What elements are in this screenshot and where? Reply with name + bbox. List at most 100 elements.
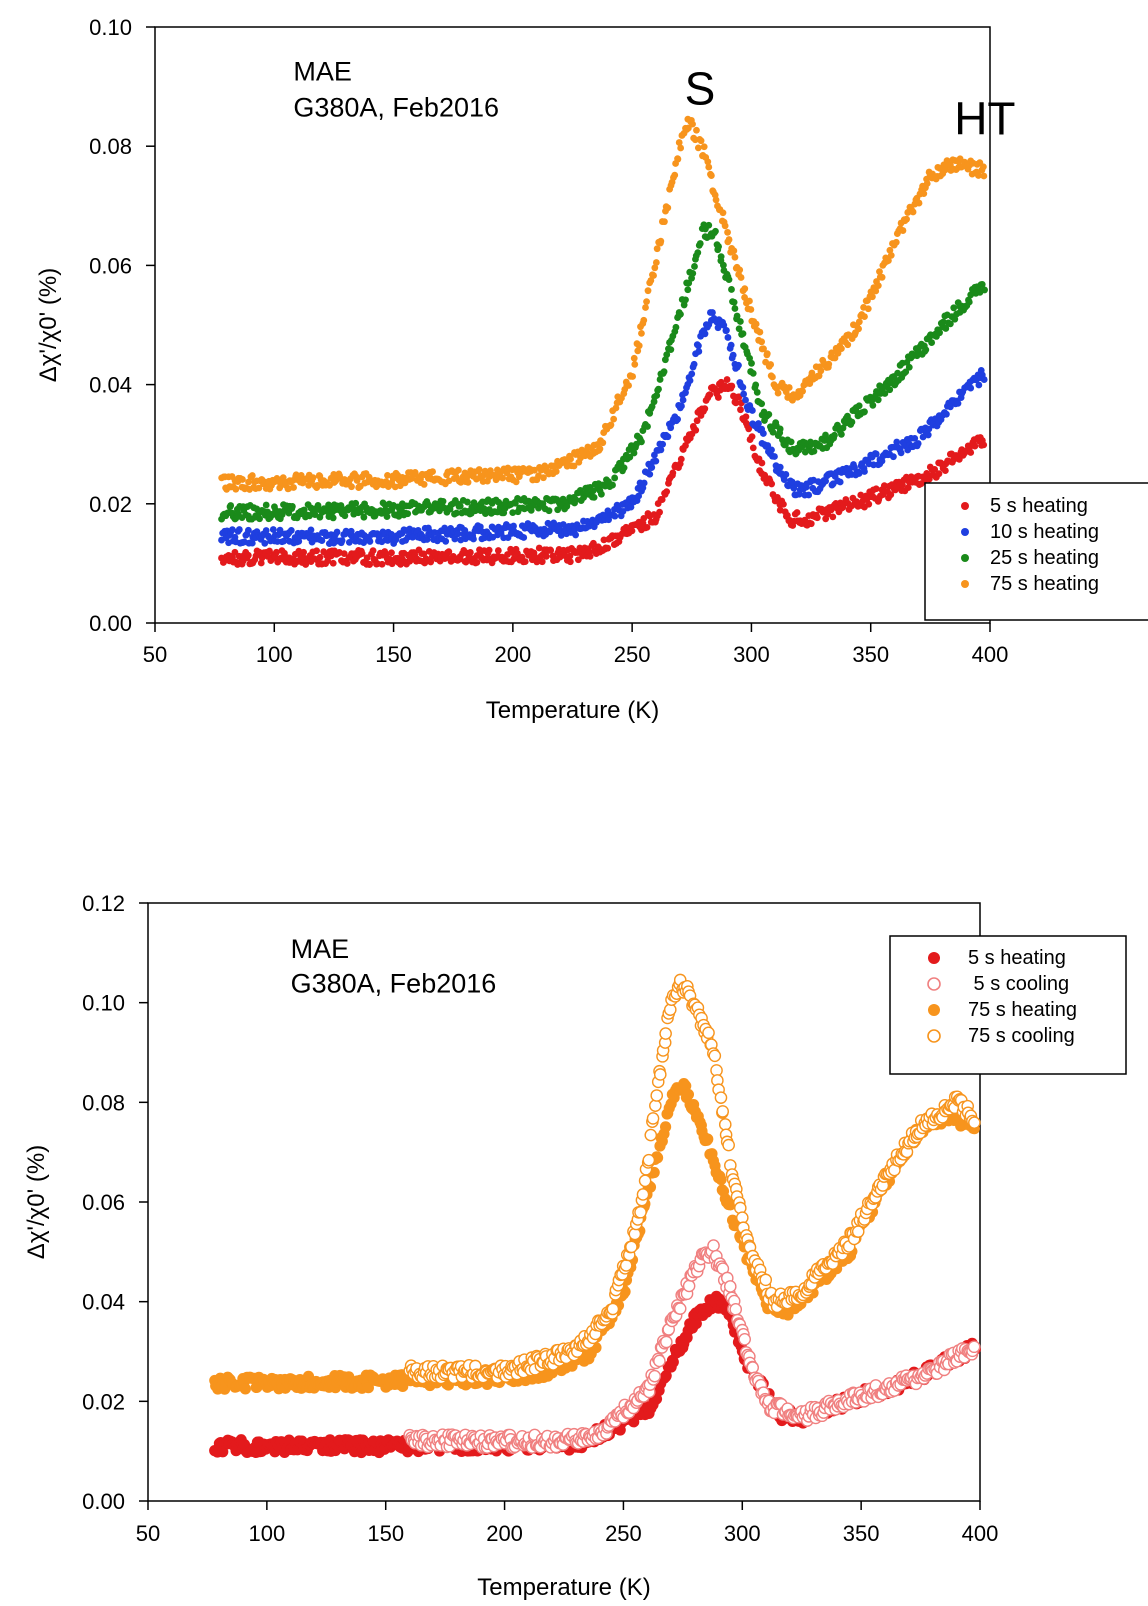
legend-entry-label: 5 s cooling [968,973,1069,995]
data-point [473,559,481,566]
data-point [941,467,949,474]
data-point [700,143,708,151]
data-point [610,415,618,423]
data-point [659,1027,672,1040]
data-point [629,373,637,380]
data-point [510,555,518,563]
data-point [946,320,954,328]
data-point [619,1259,633,1272]
data-point [967,449,975,456]
data-point [348,483,355,491]
data-point [855,325,862,333]
data-point [273,548,280,556]
y-tick-label: 0.08 [89,134,132,159]
data-point [656,508,663,516]
data-point [494,547,502,554]
data-point [931,465,939,473]
data-point [721,222,729,230]
data-point [890,453,897,461]
data-point [353,477,361,484]
y-tick-label: 0.12 [82,891,125,916]
data-point [429,468,436,475]
x-tick-label: 50 [143,642,167,667]
data-point [737,274,745,281]
data-point [257,559,265,567]
data-point [702,1026,715,1040]
data-point [838,430,845,438]
data-point [456,502,464,510]
data-point [760,345,767,353]
data-point [512,478,520,486]
data-point [735,325,743,333]
data-point [701,405,709,413]
data-point [656,376,664,383]
data-point [746,1361,760,1374]
data-point [848,418,856,426]
data-point [705,221,713,229]
data-point [634,347,642,355]
data-point [894,369,902,377]
data-point [667,346,675,353]
data-point [678,402,685,410]
x-tick-label: 400 [972,642,1009,667]
data-point [570,462,578,470]
data-point [409,533,416,541]
data-point [880,482,888,490]
data-point [785,384,793,391]
y-tick-label: 0.00 [89,611,132,636]
data-point [634,1205,647,1219]
data-point [864,305,872,313]
data-point [441,524,449,532]
data-point [464,478,472,486]
legend-entry-label: 10 s heating [990,521,1099,543]
data-point [679,396,687,404]
data-point [924,431,932,439]
data-point [244,551,252,559]
data-point [439,497,447,505]
legend: 5 s heating 5 s cooling 75 s heating 75 s … [889,935,1127,1075]
data-point [423,536,431,543]
data-point [706,391,714,398]
data-point [256,515,263,523]
x-axis-label: Temperature (K) [477,1574,650,1601]
data-point [663,488,671,496]
data-point [817,367,825,375]
data-point [767,361,775,368]
data-point [708,1049,722,1063]
x-tick-label: 100 [248,1521,285,1546]
data-point [638,1174,652,1188]
data-point [521,558,529,565]
data-point [638,330,645,337]
data-point [612,404,620,412]
data-point [897,449,905,457]
annotation-text: MAE [291,934,350,964]
data-point [836,478,844,486]
data-point [776,425,784,433]
data-point [504,551,511,558]
series-1-points [403,1239,981,1455]
data-point [887,491,895,499]
y-axis-label: Δχ'/χ0' (%) [35,268,62,382]
data-point [649,1099,662,1112]
data-point [540,474,547,482]
data-point [340,550,348,557]
data-point [388,531,395,538]
data-point [324,557,332,565]
data-point [642,304,649,311]
data-point [674,415,681,423]
data-point [739,330,747,337]
y-tick-label: 0.02 [89,492,132,517]
data-point [620,464,628,472]
data-point [689,120,696,128]
y-tick-label: 0.02 [82,1389,125,1414]
data-point [690,360,698,368]
y-tick-label: 0.06 [89,253,132,278]
data-point [604,544,612,552]
legend-entry-label: 75 s heating [990,573,1099,595]
data-point [341,512,349,520]
data-point [642,1153,656,1167]
data-point [740,390,748,398]
data-point [915,199,923,207]
data-point [844,341,852,349]
data-point [704,158,712,166]
